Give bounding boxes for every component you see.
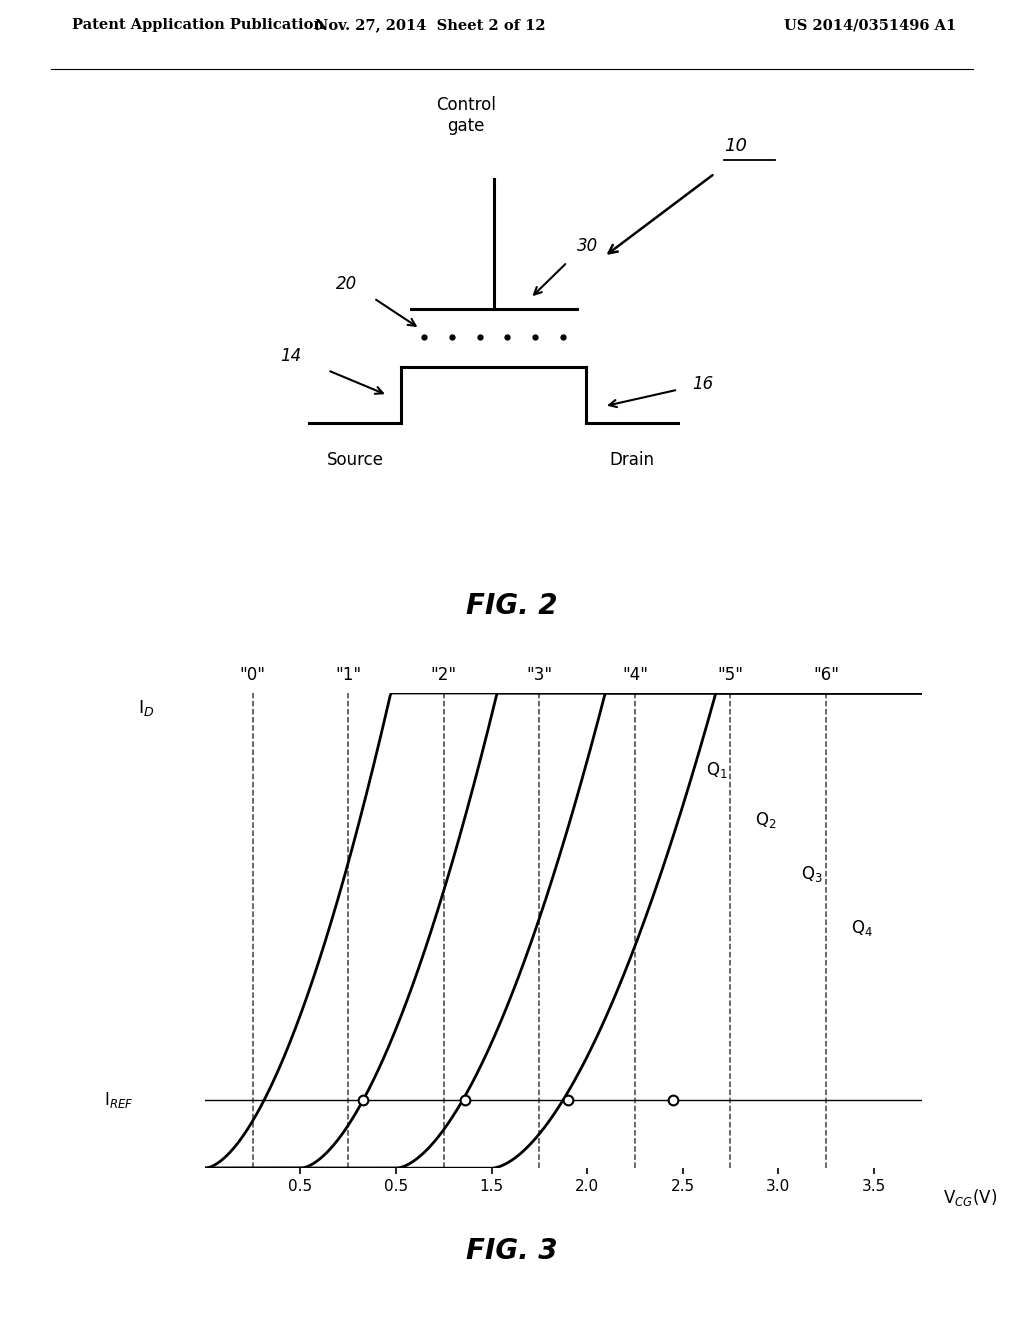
Text: Control
gate: Control gate	[436, 96, 496, 135]
Text: 10: 10	[724, 137, 746, 154]
Text: V$_{CG}$(V): V$_{CG}$(V)	[943, 1187, 997, 1208]
Text: 16: 16	[692, 375, 713, 393]
Text: 20: 20	[336, 276, 356, 293]
Text: "4": "4"	[622, 665, 648, 684]
Text: Drain: Drain	[609, 450, 654, 469]
Text: Q$_3$: Q$_3$	[801, 865, 823, 884]
Text: "1": "1"	[335, 665, 361, 684]
Text: "0": "0"	[240, 665, 265, 684]
Text: US 2014/0351496 A1: US 2014/0351496 A1	[784, 18, 956, 33]
Text: "2": "2"	[431, 665, 457, 684]
Text: Q$_4$: Q$_4$	[851, 919, 872, 939]
Text: Source: Source	[327, 450, 384, 469]
Text: "3": "3"	[526, 665, 552, 684]
Text: "6": "6"	[813, 665, 839, 684]
Text: Q$_1$: Q$_1$	[706, 760, 727, 780]
Text: I$_{REF}$: I$_{REF}$	[103, 1090, 133, 1110]
Text: Nov. 27, 2014  Sheet 2 of 12: Nov. 27, 2014 Sheet 2 of 12	[314, 18, 546, 33]
Text: FIG. 2: FIG. 2	[466, 591, 558, 620]
Text: I$_D$: I$_D$	[138, 698, 155, 718]
Text: FIG. 3: FIG. 3	[466, 1237, 558, 1265]
Text: 30: 30	[577, 236, 598, 255]
Text: 14: 14	[281, 347, 301, 366]
Text: Patent Application Publication: Patent Application Publication	[72, 18, 324, 33]
Text: Q$_2$: Q$_2$	[756, 809, 777, 830]
Text: "5": "5"	[718, 665, 743, 684]
